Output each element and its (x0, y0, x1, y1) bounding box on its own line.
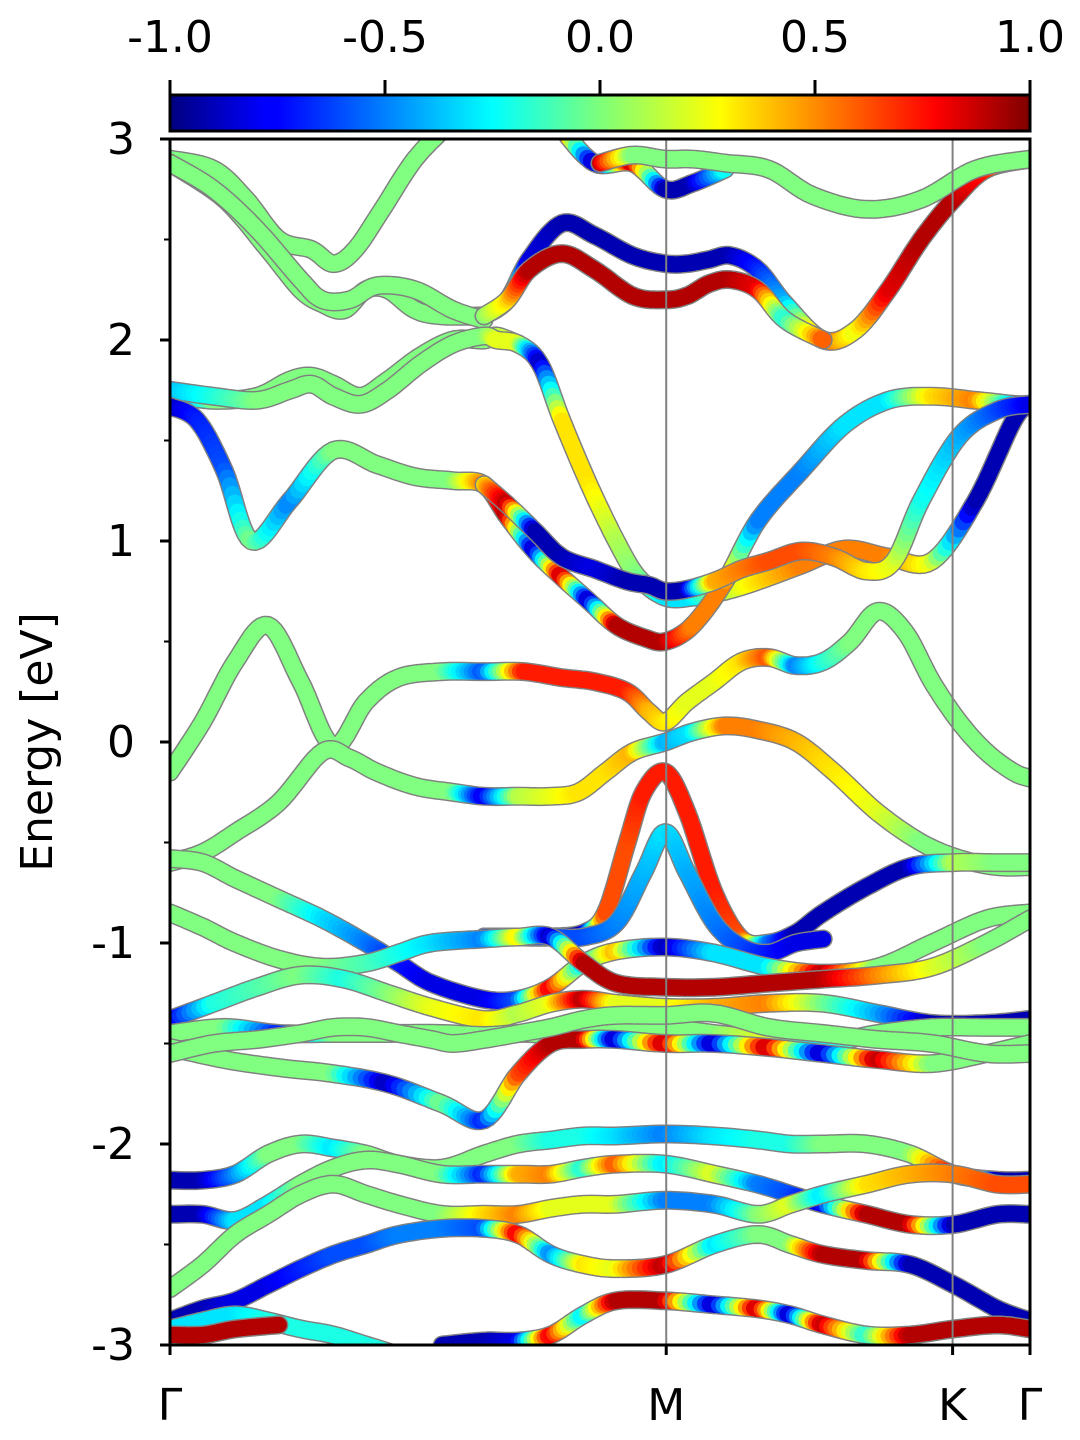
colorbar-gradient (168, 93, 1032, 133)
band-outline (170, 716, 1030, 877)
colorbar-tick-label: -0.5 (342, 12, 428, 63)
y-axis-label: Energy [eV] (12, 612, 63, 872)
band-16 (170, 903, 1030, 998)
band-segment (378, 1342, 393, 1345)
band-segment (482, 79, 484, 81)
y-tick-label: 0 (107, 717, 135, 768)
band-9 (170, 386, 1030, 652)
band-segment (365, 1339, 385, 1345)
band-segment (474, 88, 477, 92)
band-lines (170, 79, 1030, 1356)
y-tick-label: -1 (91, 918, 135, 969)
colorbar-ticks: -1.0 -0.5 0.0 0.5 1.0 (127, 12, 1065, 95)
x-tick-label: M (647, 1380, 685, 1431)
y-tick-label: 3 (107, 114, 135, 165)
colorbar-tick-label: 0.5 (780, 12, 850, 63)
band-19 (170, 1029, 1030, 1131)
band-segment (389, 1344, 393, 1345)
y-tick-label: -3 (91, 1320, 135, 1371)
x-tick-label: Γ (1018, 1380, 1043, 1431)
band-26 (432, 1290, 1030, 1345)
band-segment (374, 1341, 390, 1345)
band-12 (170, 716, 1030, 877)
band-0 (170, 79, 484, 274)
y-tick-label: 2 (107, 315, 135, 366)
band-segment (394, 1354, 397, 1355)
band-segment (477, 84, 480, 88)
band-11 (170, 601, 1030, 788)
band-segment (383, 1343, 394, 1345)
x-tick-label: K (938, 1380, 968, 1431)
band-segment (369, 1340, 388, 1345)
y-tick-label: 1 (107, 516, 135, 567)
colorbar-tick-label: -1.0 (127, 12, 213, 63)
band-20 (170, 1003, 1030, 1064)
colorbar-tick-label: 1.0 (995, 12, 1065, 63)
band-segment (397, 1355, 399, 1356)
band-segment (559, 139, 577, 146)
colorbar: -1.0 -0.5 0.0 0.5 1.0 (127, 12, 1065, 133)
band-6 (590, 145, 1030, 219)
band-segment (480, 81, 482, 84)
y-axis-ticks: 3 2 1 0 -1 -2 -3 (91, 114, 170, 1371)
band-23 (170, 1163, 1030, 1299)
band-27 (170, 1315, 289, 1345)
band-2 (170, 153, 494, 330)
band-outline (170, 1029, 1030, 1131)
x-tick-label: Γ (158, 1380, 183, 1431)
band-segment (812, 330, 832, 348)
y-tick-label: -2 (91, 1119, 135, 1170)
colorbar-tick-label: 0.0 (565, 12, 635, 63)
